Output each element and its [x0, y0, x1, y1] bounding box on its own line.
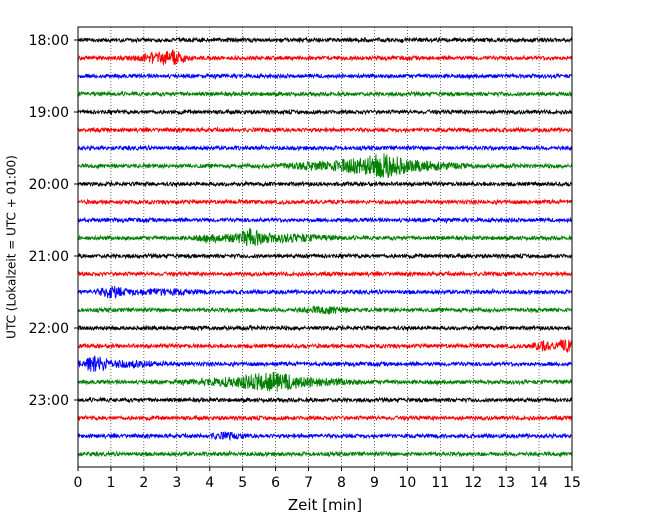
y-axis-label: UTC (Lokalzeit = UTC + 01:00) — [5, 155, 19, 339]
trace-group — [77, 36, 573, 458]
x-tick-label: 12 — [464, 475, 482, 491]
trace-1900 — [77, 108, 573, 116]
trace-2215 — [77, 338, 573, 353]
trace-2130 — [77, 285, 573, 299]
x-axis: 0 1 2 3 4 5 6 7 8 9 10 11 12 13 14 15 — [74, 467, 581, 491]
x-tick-label: 6 — [271, 475, 280, 491]
x-tick-label: 13 — [497, 475, 515, 491]
trace-1915 — [77, 126, 573, 134]
trace-2100 — [77, 252, 573, 260]
trace-2330 — [77, 430, 573, 442]
x-tick-label: 1 — [106, 475, 115, 491]
x-grid — [110, 27, 540, 467]
trace-2145 — [77, 305, 573, 315]
x-tick-label: 10 — [398, 475, 416, 491]
x-tick-label: 8 — [337, 475, 346, 491]
x-axis-label: Zeit [min] — [288, 496, 362, 514]
x-tick-label: 2 — [139, 475, 148, 491]
trace-2000 — [77, 180, 573, 188]
y-tick-label: 19:00 — [29, 105, 69, 121]
trace-2230 — [77, 355, 573, 372]
x-tick-label: 9 — [370, 475, 379, 491]
x-tick-label: 3 — [172, 475, 181, 491]
trace-1800 — [77, 36, 573, 44]
trace-1845 — [77, 90, 573, 98]
x-tick-label: 5 — [238, 475, 247, 491]
x-tick-label: 4 — [205, 475, 214, 491]
x-tick-label: 0 — [74, 475, 83, 491]
x-tick-label: 7 — [304, 475, 313, 491]
y-tick-label: 21:00 — [29, 249, 69, 265]
trace-2045 — [77, 228, 573, 247]
trace-1930 — [77, 144, 573, 152]
x-tick-label: 15 — [563, 475, 581, 491]
trace-2300 — [77, 396, 573, 404]
trace-2115 — [77, 270, 573, 278]
y-tick-label: 20:00 — [29, 177, 69, 193]
trace-1830 — [77, 72, 573, 80]
trace-2315 — [77, 414, 573, 422]
x-tick-label: 11 — [431, 475, 449, 491]
y-tick-label: 18:00 — [29, 33, 69, 49]
y-tick-label: 22:00 — [29, 321, 69, 337]
trace-1815 — [77, 49, 573, 66]
plot-frame — [77, 26, 573, 468]
y-axis: 18:00 19:00 20:00 21:00 22:00 23:00 — [29, 33, 78, 409]
trace-2200 — [77, 324, 573, 332]
trace-2015 — [77, 198, 573, 206]
trace-2030 — [77, 216, 573, 224]
x-tick-label: 14 — [530, 475, 548, 491]
y-tick-label: 23:00 — [29, 393, 69, 409]
trace-1945 — [77, 153, 573, 178]
trace-2345 — [77, 450, 573, 458]
trace-2245 — [77, 371, 573, 392]
